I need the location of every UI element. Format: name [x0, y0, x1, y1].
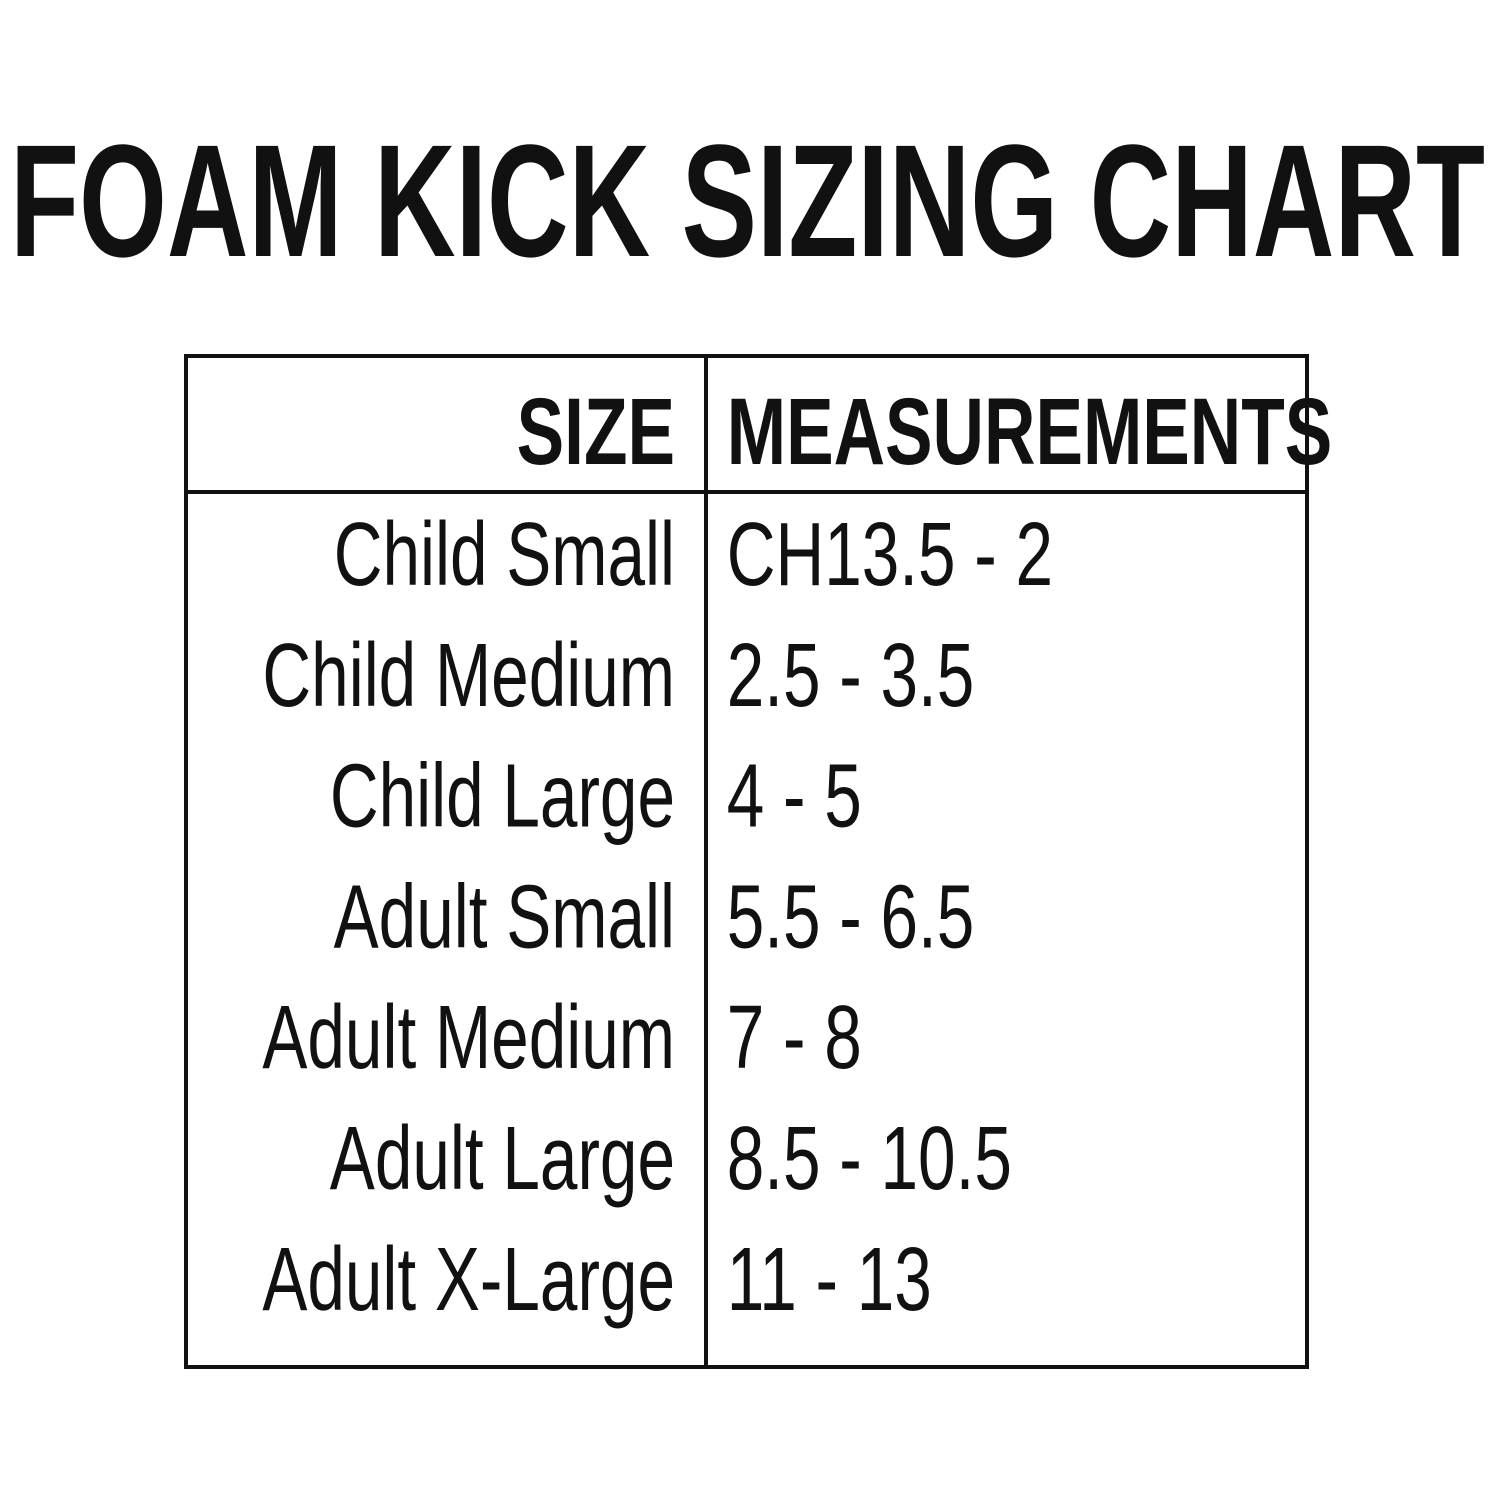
measurement-cell: 2.5 - 3.5: [727, 624, 975, 725]
title: FOAM KICK SIZING CHART: [10, 111, 1485, 290]
measurement-cell: 4 - 5: [727, 745, 862, 846]
size-cell: Adult Medium: [262, 987, 675, 1088]
header-cell: SIZE: [517, 378, 675, 484]
measurement-cell: 8.5 - 10.5: [727, 1108, 1012, 1209]
measurement-cell: 11 - 13: [727, 1228, 932, 1329]
size-cell: Adult Large: [330, 1108, 675, 1209]
header-cell: MEASUREMENTS: [727, 378, 1333, 484]
size-cell: Child Medium: [262, 624, 675, 725]
measurement-cell: 7 - 8: [727, 987, 862, 1088]
measurement-cell: CH13.5 - 2: [727, 504, 1053, 605]
size-cell: Adult X-Large: [262, 1228, 675, 1329]
size-cell: Child Small: [334, 504, 675, 605]
size-cell: Adult Small: [334, 866, 675, 967]
measurement-cell: 5.5 - 6.5: [727, 866, 975, 967]
size-cell: Child Large: [330, 745, 675, 846]
table-border: [184, 354, 1309, 1369]
table-cells: SIZE MEASUREMENTS Child Small CH13.5 - 2 C…: [262, 378, 1332, 1329]
